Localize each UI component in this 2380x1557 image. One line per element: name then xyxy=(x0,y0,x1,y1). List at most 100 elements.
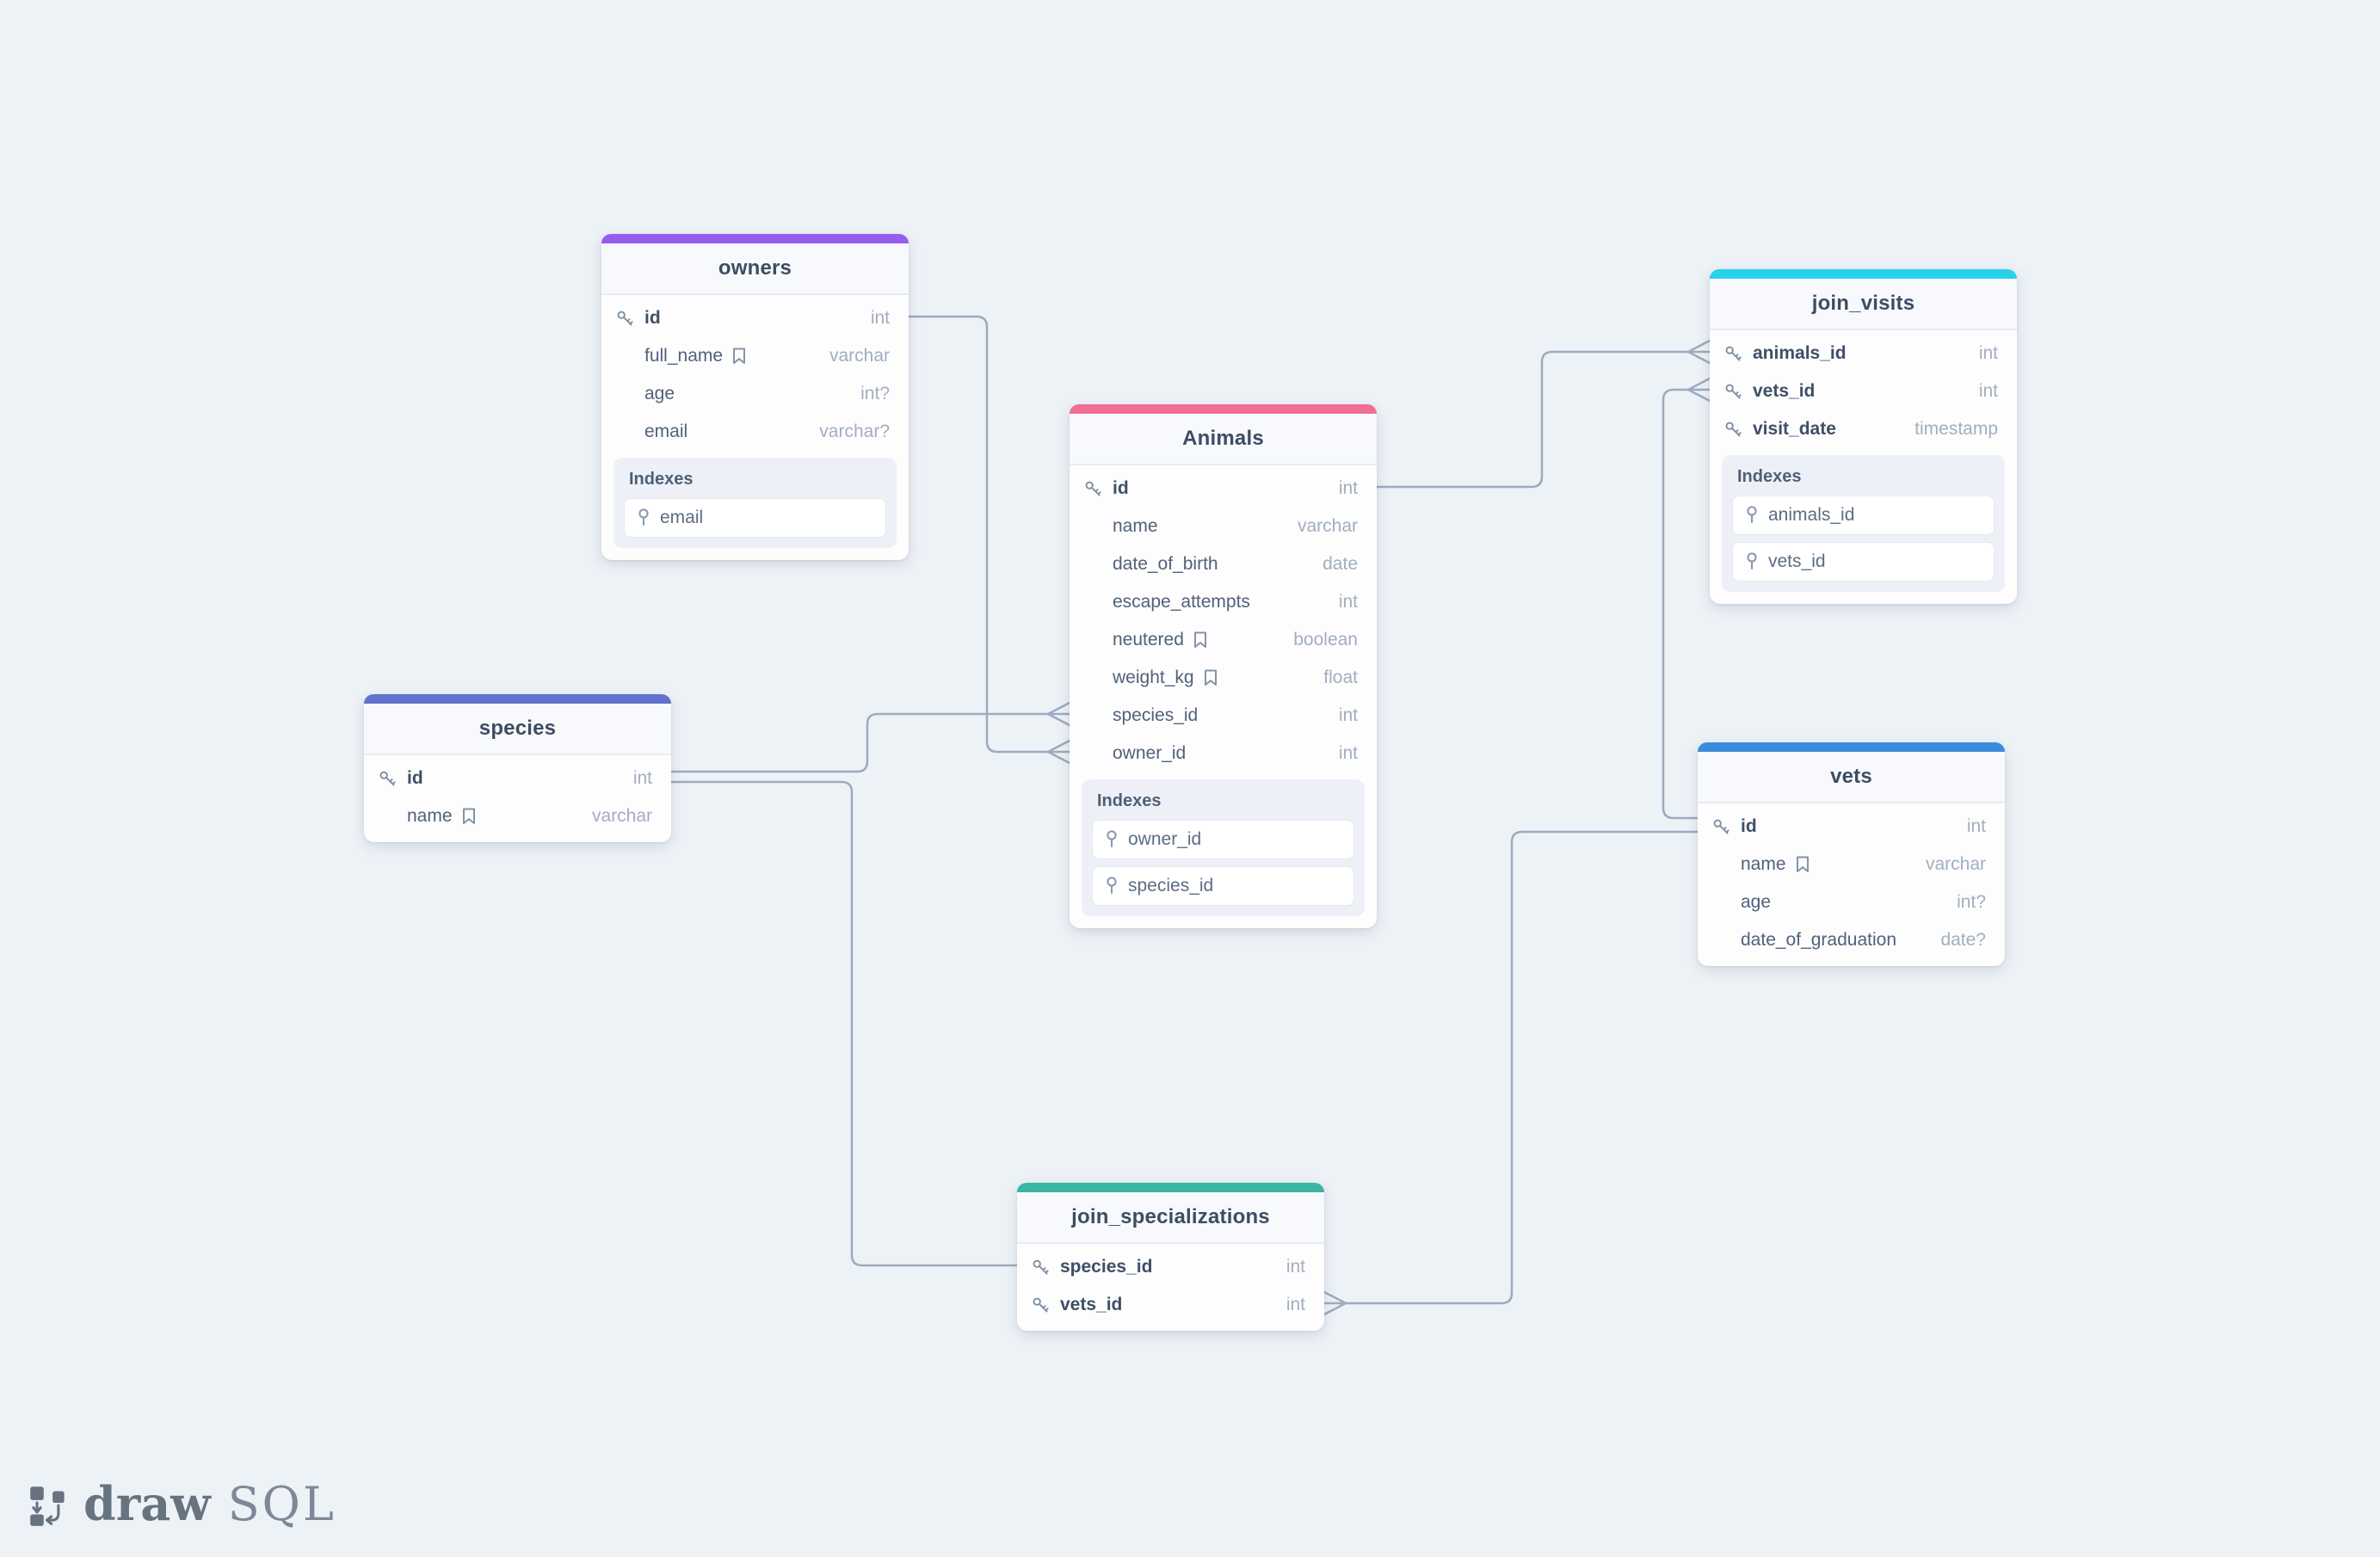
index-chip[interactable]: email xyxy=(624,498,886,538)
index-chip[interactable]: animals_id xyxy=(1732,495,1995,535)
table-title: species xyxy=(478,717,557,740)
column-row-name[interactable]: name varchar xyxy=(1070,508,1377,545)
drawsql-logo[interactable]: draw SQL xyxy=(28,1476,336,1531)
column-name: full_name xyxy=(644,346,747,366)
column-type: int xyxy=(1338,478,1358,498)
column-row-vets-id[interactable]: vets_id int xyxy=(1017,1286,1324,1324)
index-icon xyxy=(1107,830,1117,847)
column-name: id xyxy=(644,308,661,328)
column-type: varchar? xyxy=(819,422,890,441)
table-vets[interactable]: vets id int name varchar age int? date_o… xyxy=(1698,742,2005,966)
column-type: int xyxy=(632,768,652,788)
table-accent-bar xyxy=(601,234,909,243)
column-row-vets-id[interactable]: vets_id int xyxy=(1710,372,2017,410)
column-type: int xyxy=(1338,592,1358,612)
key-icon xyxy=(1725,384,1742,399)
drawsql-logo-icon xyxy=(30,1486,65,1526)
column-type: varchar xyxy=(829,346,890,366)
column-type: int xyxy=(1338,743,1358,763)
column-name: visit_date xyxy=(1753,419,1836,439)
bookmark-icon xyxy=(462,808,475,824)
column-row-id[interactable]: id int xyxy=(1070,470,1377,508)
table-title: join_visits xyxy=(1811,292,1915,315)
column-name: name xyxy=(407,806,477,827)
rel-species-join-specializations xyxy=(669,780,1019,1267)
column-type: int xyxy=(1978,381,1998,401)
column-row-email[interactable]: email varchar? xyxy=(601,413,909,451)
column-type: varchar xyxy=(591,806,652,826)
column-row-animals-id[interactable]: animals_id int xyxy=(1710,335,2017,372)
table-join-visits[interactable]: join_visits animals_id int vets_id int v… xyxy=(1710,269,2017,604)
key-icon xyxy=(1085,481,1101,496)
key-icon xyxy=(1033,1259,1049,1275)
column-type: date xyxy=(1323,554,1358,574)
table-header[interactable]: owners xyxy=(601,243,909,295)
indexes-panel: Indexes animals_id vets_id xyxy=(1722,455,2005,592)
column-row-date-of-graduation[interactable]: date_of_graduation date? xyxy=(1698,921,2005,959)
column-type: int xyxy=(1978,343,1998,363)
column-name: vets_id xyxy=(1753,381,1816,401)
column-row-age[interactable]: age int? xyxy=(601,375,909,413)
column-name: date_of_birth xyxy=(1113,554,1218,574)
index-name: species_id xyxy=(1128,876,1214,895)
column-row-neutered[interactable]: neutered boolean xyxy=(1070,621,1377,659)
column-name: name xyxy=(1741,854,1810,875)
bookmark-icon xyxy=(733,348,746,364)
table-header[interactable]: Animals xyxy=(1070,414,1377,465)
column-name: age xyxy=(1741,892,1772,912)
index-name: owner_id xyxy=(1128,829,1202,849)
key-icon xyxy=(1725,346,1742,361)
column-name: date_of_graduation xyxy=(1741,930,1896,950)
table-header[interactable]: species xyxy=(364,704,671,755)
column-row-owner-id[interactable]: owner_id int xyxy=(1070,735,1377,772)
table-join-specializations[interactable]: join_specializations species_id int vets… xyxy=(1017,1183,1324,1331)
index-chip[interactable]: vets_id xyxy=(1732,542,1995,582)
column-name: vets_id xyxy=(1060,1295,1123,1314)
column-row-name[interactable]: name varchar xyxy=(1698,846,2005,883)
indexes-label: Indexes xyxy=(1737,467,1802,486)
key-icon xyxy=(1725,422,1742,437)
table-title: owners xyxy=(718,256,792,280)
logo-text-draw: draw xyxy=(83,1476,211,1531)
column-row-date-of-birth[interactable]: date_of_birth date xyxy=(1070,545,1377,583)
column-row-age[interactable]: age int? xyxy=(1698,883,2005,921)
column-type: int xyxy=(1286,1257,1305,1277)
column-name: escape_attempts xyxy=(1113,592,1250,612)
column-type: float xyxy=(1323,668,1358,687)
index-chip[interactable]: owner_id xyxy=(1092,820,1354,859)
table-species[interactable]: species id int name varchar xyxy=(364,694,671,842)
table-accent-bar xyxy=(1070,404,1377,414)
column-row-species-id[interactable]: species_id int xyxy=(1070,697,1377,735)
key-icon xyxy=(379,771,396,786)
column-row-id[interactable]: id int xyxy=(601,299,909,337)
column-row-species-id[interactable]: species_id int xyxy=(1017,1248,1324,1286)
column-type: varchar xyxy=(1925,854,1986,874)
column-type: timestamp xyxy=(1914,419,1998,439)
table-animals[interactable]: Animals id int name varchar date_of_birt… xyxy=(1070,404,1377,928)
table-header[interactable]: join_visits xyxy=(1710,279,2017,330)
table-header[interactable]: join_specializations xyxy=(1017,1192,1324,1244)
column-name: neutered xyxy=(1113,630,1208,650)
table-title: vets xyxy=(1830,765,1872,788)
column-row-weight-kg[interactable]: weight_kg float xyxy=(1070,659,1377,697)
table-owners[interactable]: owners id int full_name varchar age int?… xyxy=(601,234,909,560)
column-row-visit-date[interactable]: visit_date timestamp xyxy=(1710,410,2017,448)
rel-species-animals xyxy=(669,701,1071,773)
rel-join-specializations-vets xyxy=(1323,830,1699,1316)
column-type: int xyxy=(870,308,890,328)
column-name: weight_kg xyxy=(1113,668,1218,688)
column-row-id[interactable]: id int xyxy=(364,760,671,797)
column-type: boolean xyxy=(1293,630,1358,649)
column-row-escape-attempts[interactable]: escape_attempts int xyxy=(1070,583,1377,621)
table-header[interactable]: vets xyxy=(1698,752,2005,803)
column-row-full-name[interactable]: full_name varchar xyxy=(601,337,909,375)
indexes-label: Indexes xyxy=(1097,791,1162,810)
index-chip[interactable]: species_id xyxy=(1092,866,1354,906)
column-row-id[interactable]: id int xyxy=(1698,808,2005,846)
indexes-panel: Indexes owner_id species_id xyxy=(1082,779,1365,916)
key-icon xyxy=(1033,1297,1049,1313)
index-icon xyxy=(638,508,649,526)
column-row-name[interactable]: name varchar xyxy=(364,797,671,835)
table-title: Animals xyxy=(1182,427,1264,450)
